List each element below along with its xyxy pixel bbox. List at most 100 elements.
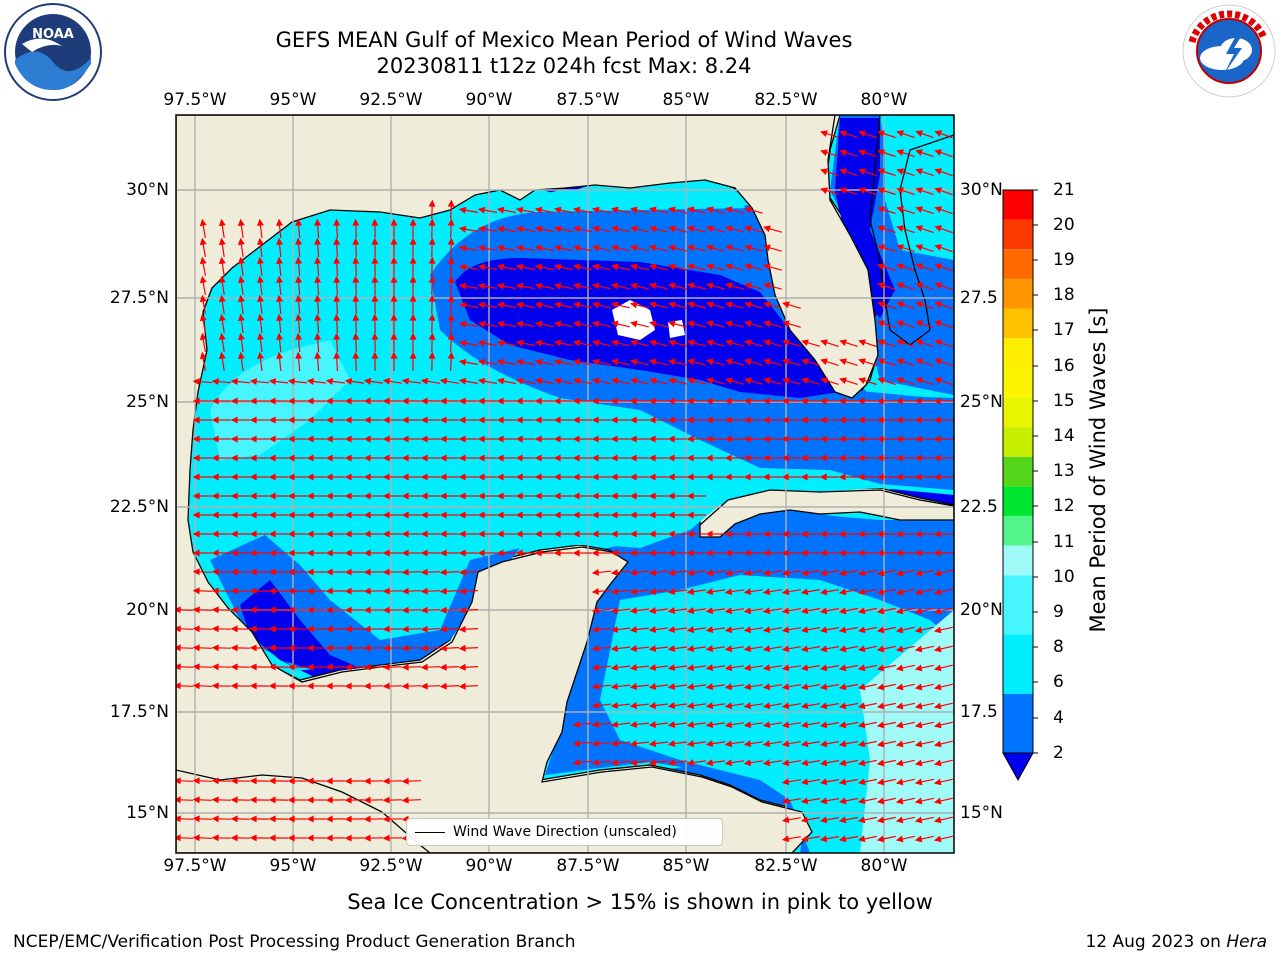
wind-arrow-head <box>211 777 219 785</box>
wind-arrow-head <box>287 435 295 443</box>
wind-arrow-head <box>705 740 714 748</box>
wind-arrow-head <box>287 454 295 462</box>
wind-arrow-head <box>705 454 713 462</box>
wind-arrow-head <box>591 644 599 652</box>
wind-arrow-head <box>629 759 638 766</box>
wind-arrow-head <box>763 358 771 366</box>
wind-arrow-head <box>838 530 846 538</box>
wind-arrow-head <box>306 834 314 842</box>
wind-arrow-head <box>230 492 238 500</box>
wind-arrow-head <box>725 377 733 385</box>
wind-arrow-head <box>192 644 200 652</box>
wind-arrow-head <box>390 275 398 283</box>
wind-arrow-head <box>705 397 713 405</box>
wind-arrow-head <box>686 511 694 519</box>
wind-arrow-head <box>762 683 771 691</box>
wind-arrow-head <box>686 588 695 596</box>
wind-arrow-head <box>572 282 581 290</box>
wind-arrow-head <box>325 644 333 652</box>
wind-arrow-head <box>724 454 732 462</box>
wind-arrow-head <box>306 777 314 785</box>
wind-arrow-head <box>800 416 808 424</box>
wind-arrow-head <box>705 626 714 634</box>
wind-arrow-head <box>458 377 467 385</box>
wind-arrow-head <box>344 530 352 538</box>
wind-arrow-head <box>781 759 790 767</box>
wind-arrow-head <box>401 644 409 652</box>
wind-arrow-head <box>934 358 942 365</box>
wind-arrow-head <box>428 275 436 283</box>
wind-arrow-head <box>591 244 600 252</box>
wind-arrow-head <box>306 568 314 576</box>
wind-arrow-head <box>896 320 904 327</box>
wind-arrow-head <box>420 397 428 405</box>
wind-arrow-head <box>428 332 436 340</box>
wind-arrow-head <box>218 275 226 284</box>
wind-arrow-head <box>705 549 713 557</box>
wind-arrow-head <box>458 511 466 519</box>
wind-arrow-head <box>428 199 436 207</box>
wind-arrow-head <box>915 320 923 327</box>
wind-arrow-head <box>800 607 809 615</box>
wind-arrow-head <box>857 835 866 843</box>
wind-arrow-head <box>344 587 352 595</box>
wind-arrow-head <box>630 225 638 233</box>
colorbar-band <box>1003 575 1033 635</box>
wind-arrow-head <box>496 511 504 519</box>
wind-arrow-head <box>838 435 846 443</box>
colorbar-tick-label: 6 <box>1053 672 1064 692</box>
wind-arrow-head <box>458 206 467 214</box>
wind-arrow-head <box>439 625 447 633</box>
wind-arrow-head <box>877 282 885 289</box>
wind-arrow-head <box>895 397 903 405</box>
wind-arrow-head <box>838 626 847 634</box>
wind-arrow-head <box>306 606 314 614</box>
wind-arrow-head <box>800 835 809 843</box>
wind-arrow-head <box>218 237 226 246</box>
wind-arrow-head <box>914 530 922 538</box>
wind-arrow-head <box>914 473 922 481</box>
date-stamp: 12 Aug 2023 on Hera <box>1085 932 1267 952</box>
wind-arrow-head <box>819 397 827 405</box>
wind-arrow-head <box>192 473 200 481</box>
wind-arrow-head <box>447 199 455 207</box>
wind-arrow-head <box>401 530 409 538</box>
wind-arrow-head <box>249 568 257 576</box>
wind-arrow-head <box>667 454 675 462</box>
wind-arrow-head <box>781 416 789 424</box>
wind-arrow-head <box>237 237 245 246</box>
wind-arrow-head <box>382 549 390 557</box>
wind-arrow-head <box>591 320 600 328</box>
wind-arrow-head <box>176 644 181 652</box>
wind-arrow-head <box>176 625 181 633</box>
wind-arrow-head <box>763 263 771 271</box>
wind-arrow-head <box>325 796 333 804</box>
wind-arrow-head <box>762 397 770 405</box>
wind-arrow-head <box>287 473 295 481</box>
wind-arrow-head <box>333 275 341 283</box>
wind-arrow-head <box>496 397 504 405</box>
wind-arrow-head <box>306 492 314 500</box>
wind-arrow-head <box>895 797 904 805</box>
wind-arrow-head <box>629 683 638 690</box>
wind-arrow-head <box>257 332 264 341</box>
wind-arrow-head <box>591 454 599 462</box>
wind-arrow-head <box>687 244 695 252</box>
wind-arrow-head <box>295 313 303 321</box>
wind-arrow-head <box>839 377 847 385</box>
wind-arrow-head <box>276 237 284 245</box>
wind-arrow-head <box>800 797 809 805</box>
wind-arrow-head <box>648 358 657 366</box>
wind-arrow-head <box>591 587 599 595</box>
wind-arrow-head <box>401 682 409 690</box>
wind-arrow-head <box>743 645 752 653</box>
wind-arrow-head <box>781 816 790 824</box>
wind-arrow-head <box>325 378 334 385</box>
wind-arrow-head <box>819 683 828 691</box>
wind-arrow-head <box>934 339 942 346</box>
wind-arrow-head <box>667 492 675 500</box>
wind-arrow-head <box>192 511 200 519</box>
colorbar-tick-label: 10 <box>1053 567 1075 587</box>
wind-arrow-head <box>390 313 398 321</box>
wind-arrow-head <box>591 358 600 366</box>
